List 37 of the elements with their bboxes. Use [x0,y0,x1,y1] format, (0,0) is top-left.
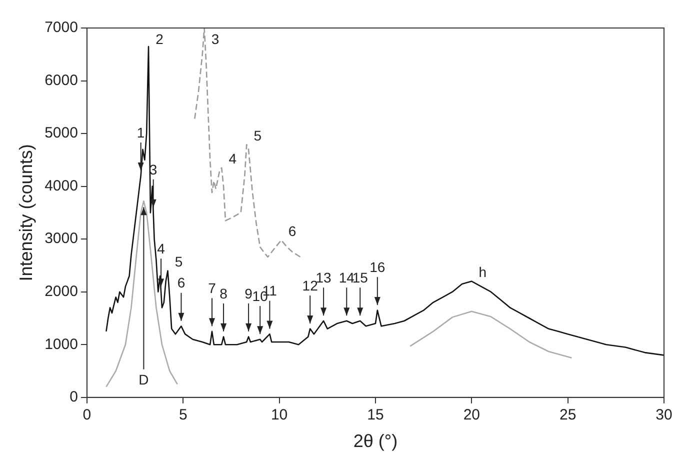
x-axis-title: 2θ (°) [353,431,398,452]
y-tick-label: 7000 [44,19,78,36]
annotation: 1 [136,124,145,140]
annotation: 3 [211,30,220,47]
x-tick-label: 30 [656,406,672,424]
annotation: 4 [157,240,166,256]
annotation: 5 [254,127,262,144]
annotation: 5 [174,254,183,270]
annotation: 6 [177,274,186,291]
x-tick-label: 10 [270,406,288,424]
annotation: 4 [228,150,237,167]
annotation: D [138,371,149,388]
y-tick-label: 5000 [44,124,78,142]
x-tick-label: 25 [559,406,576,424]
line-series [194,28,302,258]
annotation: 8 [220,285,228,302]
y-tick-label: 1000 [44,336,78,353]
annotation: 2 [156,30,164,47]
x-tick-label: 0 [82,406,92,424]
x-tick-label: 5 [178,406,188,424]
annotation: 13 [316,269,332,286]
y-tick-label: 6000 [44,72,78,89]
x-tick-label: 20 [463,406,480,424]
annotation: 14 [338,269,355,286]
annotation: 9 [244,285,253,302]
y-tick-label: 4000 [44,177,78,194]
y-tick-label: 0 [70,388,78,406]
annotation: 7 [208,280,216,296]
annotation: 16 [370,258,386,275]
y-tick-label: 3000 [44,230,78,248]
y-tick-label: 2000 [44,283,78,300]
y-axis-title: Intensity (counts) [16,144,36,282]
x-tick-label: 15 [367,406,384,424]
annotation: 6 [288,223,296,239]
annotation: 12 [302,277,318,294]
annotation: 15 [352,269,368,286]
annotation: h [478,264,487,280]
